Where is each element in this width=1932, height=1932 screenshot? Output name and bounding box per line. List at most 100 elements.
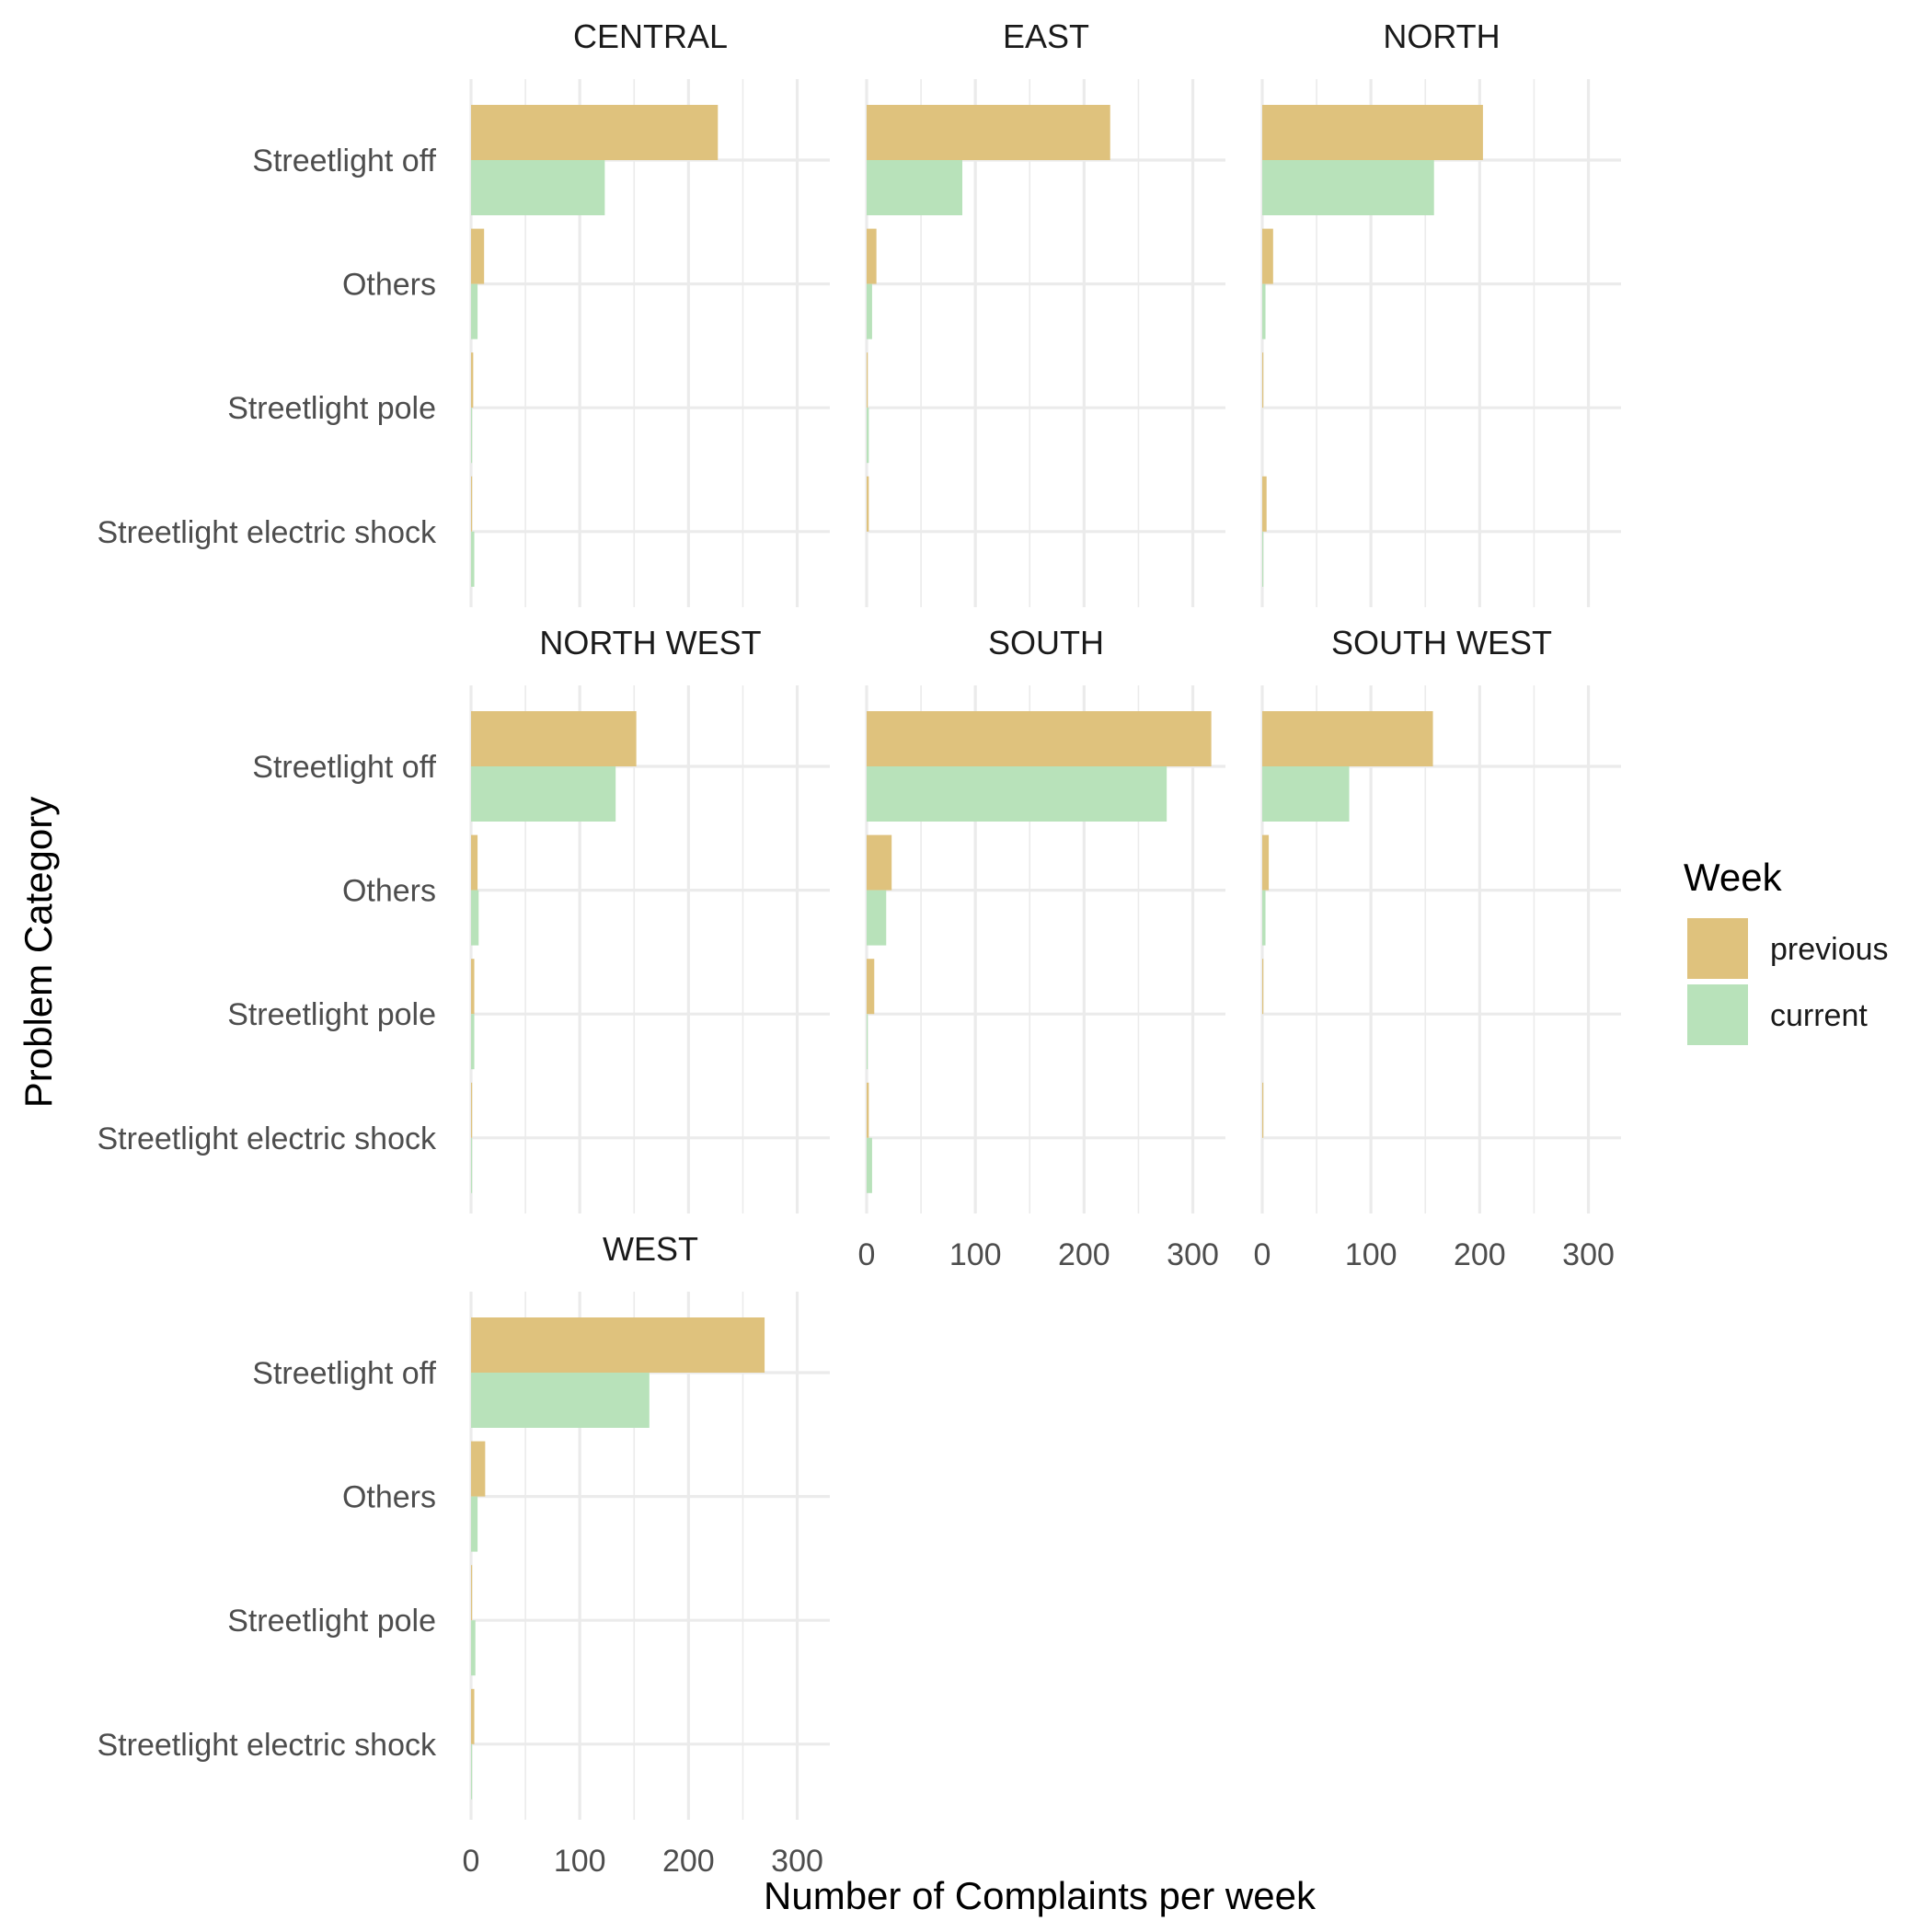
legend: Week previous current [1684, 856, 1889, 1045]
bar-current-streetlight-off [471, 766, 616, 822]
bar-previous-streetlight-pole [471, 352, 474, 408]
category-label: Streetlight off [252, 144, 436, 178]
facets-layer: CENTRAL Streetlight off Others Streetlight … [98, 17, 1621, 1879]
bar-previous-streetlight-off [471, 1317, 765, 1373]
facet-north-west: NORTH WEST Streetlight off Others Streetlig… [98, 624, 830, 1213]
category-label: Streetlight pole [227, 1604, 436, 1639]
x-axis-title: Number of Complaints per week [764, 1874, 1317, 1917]
facet-west: WEST Streetlight off Others Streetlight pol… [98, 1230, 830, 1879]
bar-current-streetlight-off [471, 1373, 650, 1428]
bar-current-streetlight-off [867, 766, 1167, 822]
bar-previous-streetlight-pole [1262, 959, 1264, 1015]
bar-current-streetlight-pole [471, 1014, 475, 1070]
bar-previous-streetlight-off [471, 105, 719, 160]
category-label: Streetlight electric shock [98, 515, 437, 550]
bar-previous-streetlight-off [471, 711, 637, 766]
bar-previous-streetlight-off [1262, 711, 1433, 766]
bar-current-streetlight-off [1262, 766, 1350, 822]
bar-previous-others [1262, 834, 1270, 891]
legend-key-previous [1687, 918, 1748, 979]
bar-previous-others [471, 1441, 486, 1497]
facet-title: SOUTH WEST [1331, 624, 1552, 661]
facet-east: EAST [865, 17, 1225, 607]
bar-current-others [1262, 890, 1266, 946]
bar-current-streetlight-pole [867, 1014, 868, 1070]
category-label: Others [342, 268, 436, 303]
y-axis-title: Problem Category [17, 797, 60, 1108]
category-label: Others [342, 1480, 436, 1515]
bar-previous-streetlight-electric-shock [867, 476, 869, 532]
category-label: Streetlight off [252, 1356, 436, 1391]
bar-previous-streetlight-electric-shock [471, 476, 473, 532]
bar-previous-streetlight-off [867, 711, 1212, 766]
x-tick-label: 200 [1454, 1237, 1506, 1272]
facet-north: NORTH [1260, 17, 1621, 607]
x-tick-label: 200 [662, 1844, 715, 1879]
bar-previous-streetlight-electric-shock [471, 1688, 475, 1744]
legend-label-current: current [1770, 998, 1868, 1033]
bar-previous-streetlight-pole [471, 959, 475, 1015]
facet-south: SOUTH 0 100 200 300 [858, 624, 1225, 1272]
category-label: Others [342, 874, 436, 909]
facet-title: NORTH [1383, 17, 1500, 55]
x-tick-label: 100 [554, 1844, 606, 1879]
bar-current-streetlight-electric-shock [867, 1137, 872, 1193]
bar-current-others [1262, 283, 1266, 339]
legend-label-previous: previous [1770, 932, 1889, 967]
bar-previous-streetlight-off [867, 105, 1110, 160]
bar-previous-streetlight-electric-shock [1262, 1082, 1264, 1138]
bar-current-others [471, 890, 479, 946]
bar-previous-streetlight-pole [867, 959, 875, 1015]
x-tick-label: 0 [1254, 1237, 1271, 1272]
bar-previous-streetlight-electric-shock [1262, 476, 1267, 532]
bar-current-streetlight-electric-shock [471, 531, 475, 587]
legend-key-current [1687, 984, 1748, 1045]
facet-title: NORTH WEST [539, 624, 761, 661]
bar-previous-streetlight-electric-shock [471, 1082, 473, 1138]
bar-current-others [471, 1496, 478, 1552]
facet-title: WEST [603, 1230, 698, 1268]
bar-previous-others [1262, 228, 1273, 284]
bar-previous-streetlight-electric-shock [867, 1082, 869, 1138]
category-label: Streetlight off [252, 750, 436, 785]
x-tick-label: 0 [463, 1844, 480, 1879]
bar-current-streetlight-electric-shock [471, 1137, 473, 1193]
x-tick-label: 200 [1058, 1237, 1110, 1272]
facet-south-west: SOUTH WEST 0 100 200 300 [1254, 624, 1621, 1272]
bar-previous-others [471, 228, 485, 284]
x-tick-label: 300 [1167, 1237, 1219, 1272]
x-tick-label: 100 [1345, 1237, 1397, 1272]
x-tick-label: 0 [858, 1237, 876, 1272]
category-label: Streetlight pole [227, 997, 436, 1032]
bar-previous-streetlight-off [1262, 105, 1483, 160]
bar-current-streetlight-pole [471, 1620, 476, 1676]
bar-previous-streetlight-pole [471, 1565, 473, 1621]
bar-previous-others [471, 834, 478, 891]
bar-current-streetlight-pole [867, 408, 869, 464]
bar-previous-others [867, 834, 892, 891]
bar-current-others [471, 283, 478, 339]
bar-current-streetlight-off [471, 160, 605, 215]
x-tick-label: 300 [771, 1844, 823, 1879]
bar-current-streetlight-electric-shock [1262, 531, 1264, 587]
bar-current-others [867, 283, 872, 339]
bar-current-streetlight-off [1262, 160, 1434, 215]
x-tick-label: 300 [1562, 1237, 1615, 1272]
category-label: Streetlight electric shock [98, 1728, 437, 1763]
bar-current-others [867, 890, 887, 946]
bar-current-streetlight-pole [471, 408, 473, 464]
facet-title: CENTRAL [573, 17, 728, 55]
bar-previous-others [867, 228, 877, 284]
facet-central: CENTRAL Streetlight off Others Streetlight … [98, 17, 830, 607]
bar-current-streetlight-off [867, 160, 962, 215]
category-label: Streetlight pole [227, 391, 436, 426]
bar-previous-streetlight-pole [1262, 352, 1264, 408]
x-tick-label: 100 [949, 1237, 1002, 1272]
category-label: Streetlight electric shock [98, 1121, 437, 1156]
bar-current-streetlight-electric-shock [471, 1743, 473, 1800]
bar-previous-streetlight-pole [867, 352, 868, 408]
facet-title: SOUTH [988, 624, 1104, 661]
legend-title: Week [1684, 856, 1783, 899]
facet-title: EAST [1003, 17, 1089, 55]
